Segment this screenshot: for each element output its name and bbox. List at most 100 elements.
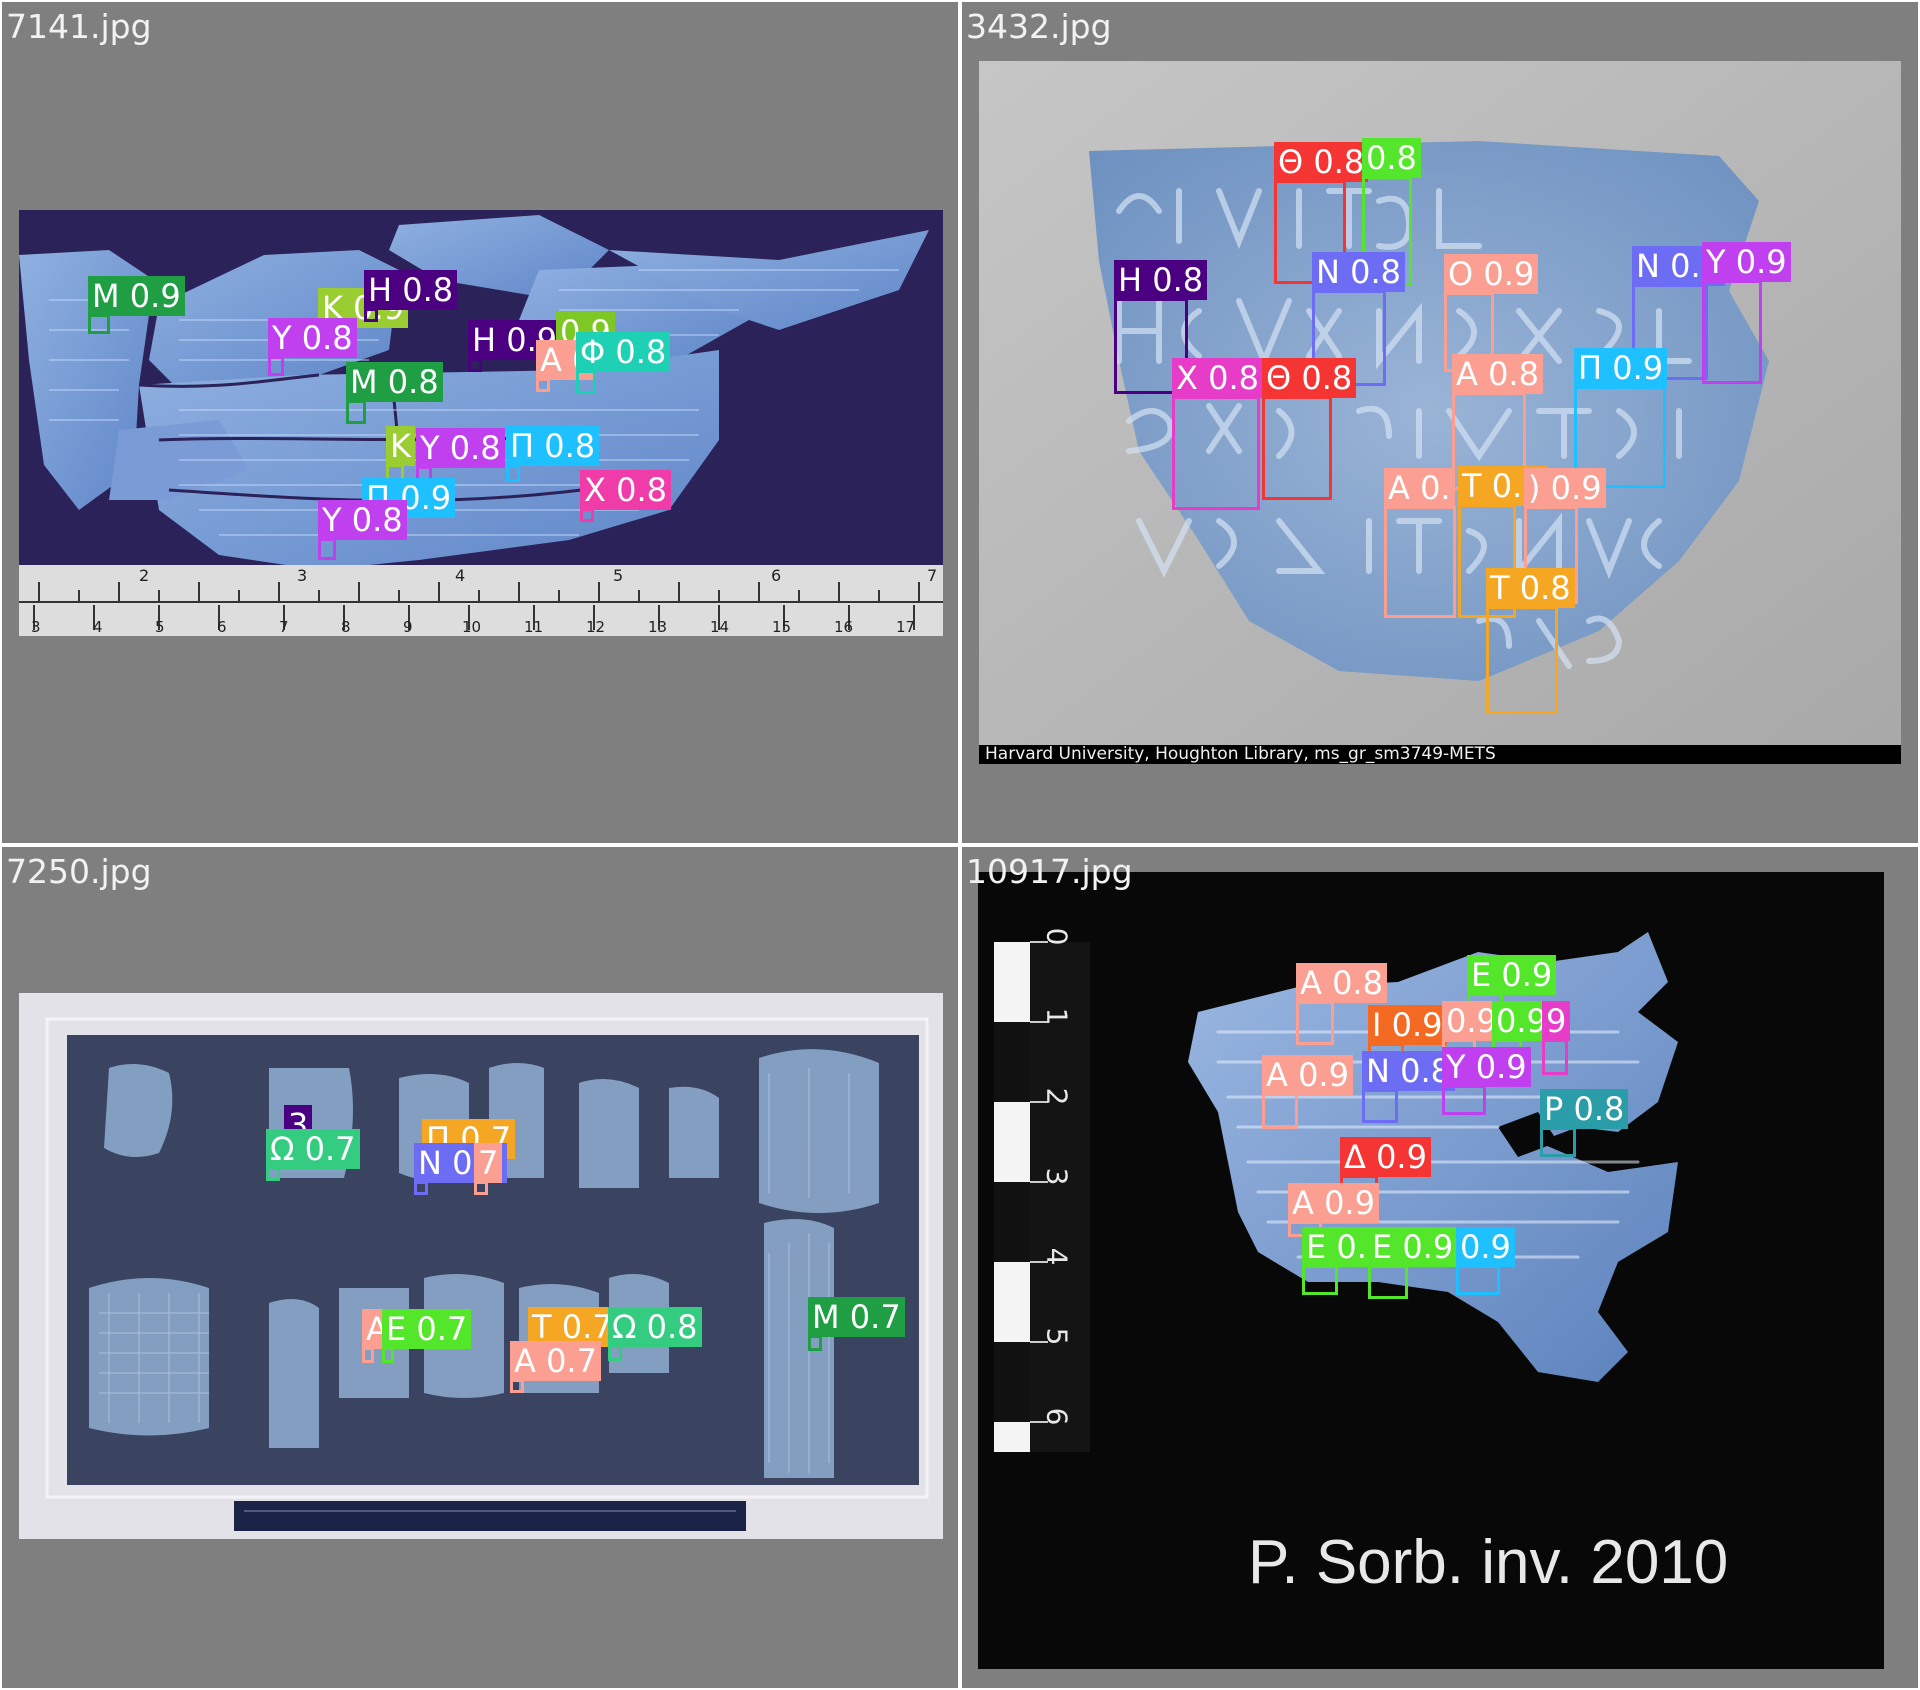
detection-box <box>1456 1265 1500 1295</box>
detection-label: Y 0.8 <box>416 428 505 468</box>
detection-box <box>268 356 284 376</box>
panel-filename: 7250.jpg <box>6 852 152 891</box>
scale-label: 3 <box>1040 1167 1074 1186</box>
scale-label: 1 <box>1040 1007 1074 1026</box>
detection-label: Y 0.9 <box>1442 1047 1531 1087</box>
detection-label: E 0. <box>1302 1227 1371 1267</box>
detection-label: E 0.7 <box>382 1309 472 1349</box>
detection-box <box>474 1181 488 1195</box>
ruler-label: 5 <box>155 618 165 636</box>
detection-label: A 0.7 <box>510 1341 601 1381</box>
detection-box <box>318 538 336 560</box>
detection-box <box>364 308 378 322</box>
detection-label: K <box>386 426 415 466</box>
detection-box <box>266 1167 280 1181</box>
detection-box <box>1702 280 1762 384</box>
detection-box <box>608 1345 622 1361</box>
detection-box <box>1296 1001 1334 1045</box>
detection-box <box>1172 396 1260 510</box>
ruler-label: 7 <box>927 566 938 585</box>
detection-box <box>88 314 110 334</box>
detection-label: Y 0.8 <box>318 500 407 540</box>
detection-label: A 0. <box>1384 468 1455 508</box>
detection-box <box>1542 1039 1568 1075</box>
detection-box <box>580 508 594 522</box>
panel-7141: 7141.jpg <box>2 2 958 843</box>
panel-filename: 7141.jpg <box>6 7 152 46</box>
ruler-label: 15 <box>772 618 792 636</box>
ruler-label: 13 <box>648 618 668 636</box>
scale-label: 2 <box>1040 1087 1074 1106</box>
detection-label: 0.9 <box>1492 1001 1551 1041</box>
scale-label: 5 <box>1040 1327 1074 1346</box>
detection-box <box>576 370 596 394</box>
ruler-label: 11 <box>524 618 544 636</box>
detection-box <box>1574 386 1666 488</box>
detection-box <box>1540 1127 1576 1157</box>
detection-box <box>1442 1085 1486 1115</box>
detection-box <box>1262 1093 1298 1129</box>
detection-box <box>346 400 366 424</box>
detection-label: H 0.9 <box>468 320 562 360</box>
detection-label: M 0.7 <box>808 1297 905 1337</box>
detection-label: Δ 0.9 <box>1340 1137 1431 1177</box>
detection-label: A 0.8 <box>1452 354 1543 394</box>
detection-label: Π 0.8 <box>506 426 600 466</box>
ruler-label: 4 <box>93 618 103 636</box>
detection-label: H 0.8 <box>364 270 458 310</box>
ruler-label: 7 <box>279 618 289 636</box>
detection-box <box>506 464 520 482</box>
detection-label: 9 <box>1542 1001 1571 1041</box>
papyrus-photo: 2 3 4 5 6 7 3 4 5 6 7 8 9 10 11 12 13 14… <box>19 210 943 636</box>
ruler-label: 10 <box>462 618 482 636</box>
ruler-label: 6 <box>217 618 227 636</box>
detection-label: Ω 0.7 <box>266 1129 360 1169</box>
detection-box <box>1368 1265 1408 1299</box>
ruler-label: 4 <box>455 566 466 585</box>
papyrus-mount <box>19 993 943 1539</box>
ruler-label: 12 <box>586 618 606 636</box>
detection-label: Θ 0.8 <box>1262 358 1357 398</box>
ruler-label: 14 <box>710 618 730 636</box>
detection-box <box>1632 284 1708 380</box>
detection-label: P 0.8 <box>1540 1089 1629 1129</box>
detection-label: Θ 0.8 <box>1274 142 1369 182</box>
ruler-label: 3 <box>31 618 41 636</box>
scale-label: 0 <box>1040 927 1074 946</box>
detection-box <box>1486 606 1558 714</box>
ruler-label: 17 <box>896 618 916 636</box>
ruler-label: 5 <box>613 566 624 585</box>
detection-box <box>382 1347 394 1363</box>
ruler-label: 8 <box>341 618 351 636</box>
detection-box <box>510 1379 524 1393</box>
detection-label: X 0.8 <box>580 470 671 510</box>
detection-label: O 0.9 <box>1444 254 1539 294</box>
detection-label: Ω 0.8 <box>608 1307 702 1347</box>
detection-label: ) 0.9 <box>1524 468 1606 508</box>
ruler-top-labels: 2 3 4 5 6 7 <box>19 566 943 586</box>
detection-label: H 0.8 <box>1114 260 1208 300</box>
detection-box <box>808 1335 822 1351</box>
detection-box <box>414 1181 428 1195</box>
detection-label: A 0.9 <box>1262 1055 1353 1095</box>
scale-label: 6 <box>1040 1407 1074 1426</box>
ruler-label: 6 <box>771 566 782 585</box>
detection-label: E 0.9 <box>1368 1227 1458 1267</box>
detection-box <box>1114 298 1188 394</box>
detection-box <box>362 1347 374 1363</box>
detection-label: Φ 0.8 <box>576 332 671 372</box>
ruler-label: 16 <box>834 618 854 636</box>
detection-label: 7 <box>474 1143 503 1183</box>
detection-label: E 0.9 <box>1467 955 1557 995</box>
detection-label: 0.9 <box>1456 1227 1515 1267</box>
papyrus-photo: 0 1 2 3 4 5 6 P. Sorb. inv. 2010 <box>978 872 1884 1669</box>
ruler-label: 2 <box>139 566 150 585</box>
panel-10917: 0 1 2 3 4 5 6 P. Sorb. inv. 2010 10917.j… <box>962 847 1918 1688</box>
detection-label: N 0.8 <box>1312 252 1405 292</box>
ruler-bottom-labels: 3 4 5 6 7 8 9 10 11 12 13 14 15 16 17 <box>19 618 943 636</box>
detection-box <box>1302 1265 1338 1295</box>
detection-box <box>1362 1089 1398 1123</box>
panel-filename: 3432.jpg <box>966 7 1112 46</box>
detection-label: X 0.8 <box>1172 358 1263 398</box>
detection-box <box>536 378 550 392</box>
